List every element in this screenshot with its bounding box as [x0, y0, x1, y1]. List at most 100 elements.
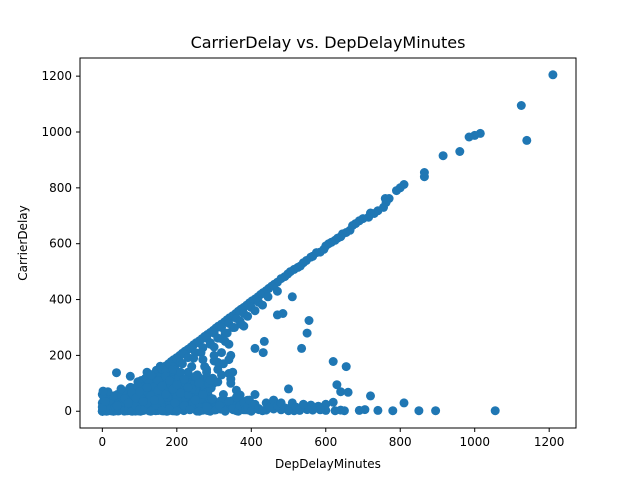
scatter-point: [172, 406, 182, 416]
scatter-point: [298, 399, 308, 409]
scatter-point: [198, 390, 208, 399]
scatter-point: [328, 397, 338, 407]
scatter-point: [112, 368, 121, 378]
scatter-point: [228, 367, 238, 377]
scatter-point: [332, 380, 342, 390]
scatter-point: [237, 320, 247, 330]
scatter-point: [330, 406, 340, 416]
scatter-point: [250, 390, 260, 399]
scatter-point: [360, 405, 370, 415]
scatter-point: [179, 374, 189, 384]
scatter-point: [217, 348, 226, 358]
scatter-point: [341, 362, 351, 372]
scatter-point: [125, 371, 135, 381]
scatter-point: [146, 406, 156, 416]
scatter-point: [230, 323, 239, 332]
scatter-point: [259, 336, 269, 346]
scatter-point: [176, 367, 185, 377]
scatter-point: [220, 406, 230, 416]
scatter-point: [207, 394, 217, 404]
scatter-point: [246, 406, 256, 416]
data-points: [97, 70, 558, 416]
scatter-point: [373, 405, 383, 415]
x-tick-label: 800: [389, 435, 412, 449]
scatter-point: [112, 401, 122, 411]
scatter-point: [176, 388, 185, 398]
x-axis-ticks: 0 200 400 600 800 1000 1200: [99, 428, 565, 449]
scatter-point: [278, 309, 288, 318]
y-tick-label: 1000: [41, 125, 72, 139]
scatter-point: [464, 132, 474, 142]
scatter-point: [194, 406, 204, 416]
scatter-point: [168, 364, 178, 374]
scatter-point: [185, 405, 195, 415]
scatter-point: [217, 370, 226, 380]
scatter-point: [258, 300, 267, 310]
scatter-point: [213, 357, 223, 367]
scatter-point: [263, 292, 273, 302]
x-tick-label: 1200: [534, 435, 565, 449]
scatter-point: [522, 135, 532, 145]
scatter-point: [98, 386, 108, 396]
scatter-point: [150, 395, 159, 405]
scatter-point: [205, 376, 215, 385]
scatter-point: [202, 402, 212, 412]
plot-area-frame: [79, 57, 577, 429]
y-tick-label: 600: [49, 237, 72, 251]
scatter-point: [258, 406, 267, 416]
scatter-point: [218, 390, 228, 399]
scatter-point: [304, 316, 314, 325]
scatter-point: [183, 383, 193, 392]
scatter-point: [164, 404, 174, 413]
scatter-point: [297, 343, 307, 353]
scatter-point: [438, 151, 448, 161]
scatter-point: [209, 342, 219, 352]
scatter-point: [490, 406, 500, 416]
scatter-point: [231, 392, 241, 402]
chart-title: CarrierDelay vs. DepDelayMinutes: [191, 33, 466, 52]
scatter-point: [265, 402, 275, 412]
scatter-point: [392, 186, 401, 196]
scatter-point: [157, 406, 167, 416]
y-tick-label: 0: [64, 404, 72, 418]
scatter-point: [336, 387, 346, 397]
scatter-point: [243, 311, 253, 321]
x-tick-label: 0: [99, 435, 107, 449]
scatter-point: [161, 390, 171, 399]
y-axis-label: CarrierDelay: [16, 205, 30, 280]
y-axis-ticks: 0 200 400 600 800 1000 1200: [41, 69, 80, 418]
scatter-point: [190, 371, 200, 381]
scatter-point: [222, 328, 232, 338]
scatter-point: [516, 101, 526, 110]
scatter-point: [215, 401, 225, 411]
scatter-point: [123, 398, 133, 408]
scatter-point: [194, 378, 204, 388]
scatter-point: [284, 384, 293, 394]
y-tick-label: 400: [49, 293, 72, 307]
scatter-point: [177, 359, 187, 369]
scatter-point: [388, 406, 398, 416]
scatter-point: [226, 378, 236, 388]
scatter-point: [250, 306, 260, 316]
scatter-point: [135, 387, 145, 397]
y-tick-label: 800: [49, 181, 72, 195]
scatter-point: [187, 362, 197, 372]
scatter-point: [548, 70, 558, 80]
scatter-point: [431, 406, 441, 416]
scatter-point: [190, 395, 200, 405]
scatter-point: [209, 350, 219, 360]
scatter-point: [287, 292, 297, 302]
scatter-point: [455, 147, 465, 156]
scatter-point: [284, 406, 293, 416]
scatter-point: [196, 348, 206, 358]
scatter-point: [142, 383, 152, 392]
scatter-point: [170, 398, 180, 408]
scatter-point: [366, 391, 375, 401]
scatter-point: [224, 355, 234, 365]
scatter-point: [414, 406, 424, 416]
y-tick-label: 1200: [41, 69, 72, 83]
scatter-point: [157, 381, 167, 391]
scatter-point: [202, 367, 212, 377]
scatter-point: [198, 355, 208, 365]
